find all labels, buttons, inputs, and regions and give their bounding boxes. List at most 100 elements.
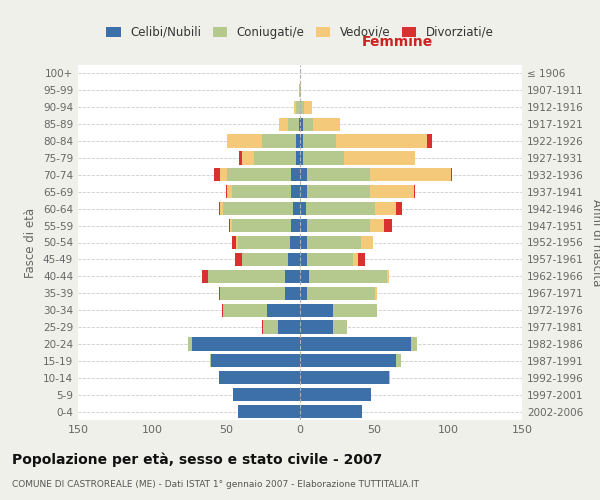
Bar [376, 286, 377, 300]
Bar [268, 304, 300, 316]
Bar [300, 388, 371, 401]
Bar [220, 286, 285, 300]
Bar [254, 152, 296, 164]
Bar [296, 152, 300, 164]
Bar [335, 134, 427, 147]
Bar [300, 236, 307, 249]
Bar [307, 219, 370, 232]
Bar [300, 219, 307, 232]
Bar [370, 185, 414, 198]
Bar [332, 320, 347, 334]
Bar [226, 185, 227, 198]
Bar [303, 152, 344, 164]
Bar [232, 185, 291, 198]
Bar [202, 270, 208, 283]
Bar [192, 338, 300, 350]
Bar [233, 388, 300, 401]
Bar [220, 202, 223, 215]
Bar [263, 320, 278, 334]
Bar [221, 304, 223, 316]
Bar [307, 253, 353, 266]
Bar [210, 354, 211, 368]
Bar [288, 118, 299, 131]
Bar [262, 134, 296, 147]
Bar [218, 202, 220, 215]
Bar [300, 320, 332, 334]
Bar [300, 134, 303, 147]
Bar [300, 286, 307, 300]
Bar [307, 185, 370, 198]
Bar [220, 168, 227, 181]
Bar [278, 320, 300, 334]
Bar [299, 118, 300, 131]
Bar [388, 270, 389, 283]
Bar [300, 84, 301, 97]
Bar [223, 304, 268, 316]
Bar [279, 118, 288, 131]
Bar [242, 253, 288, 266]
Bar [300, 253, 307, 266]
Bar [296, 100, 300, 114]
Bar [300, 304, 332, 316]
Bar [307, 236, 361, 249]
Bar [307, 286, 376, 300]
Bar [294, 100, 296, 114]
Bar [414, 185, 415, 198]
Bar [227, 134, 262, 147]
Bar [370, 219, 385, 232]
Bar [332, 304, 377, 316]
Bar [232, 236, 236, 249]
Bar [293, 202, 300, 215]
Bar [300, 270, 309, 283]
Bar [304, 100, 312, 114]
Bar [358, 253, 365, 266]
Bar [227, 168, 291, 181]
Bar [235, 253, 242, 266]
Bar [309, 270, 388, 283]
Bar [299, 84, 300, 97]
Bar [300, 118, 303, 131]
Bar [291, 185, 300, 198]
Bar [370, 168, 451, 181]
Bar [291, 219, 300, 232]
Bar [227, 185, 232, 198]
Y-axis label: Fasce di età: Fasce di età [25, 208, 37, 278]
Bar [300, 405, 362, 418]
Bar [300, 152, 303, 164]
Bar [389, 371, 390, 384]
Y-axis label: Anni di nascita: Anni di nascita [590, 199, 600, 286]
Legend: Celibi/Nubili, Coniugati/e, Vedovi/e, Divorziati/e: Celibi/Nubili, Coniugati/e, Vedovi/e, Di… [101, 21, 499, 44]
Bar [232, 219, 291, 232]
Bar [211, 354, 300, 368]
Bar [300, 338, 411, 350]
Text: Popolazione per età, sesso e stato civile - 2007: Popolazione per età, sesso e stato civil… [12, 452, 382, 467]
Bar [300, 202, 306, 215]
Bar [300, 371, 389, 384]
Bar [236, 236, 238, 249]
Bar [288, 253, 300, 266]
Bar [313, 118, 340, 131]
Bar [242, 152, 254, 164]
Bar [303, 134, 335, 147]
Bar [300, 185, 307, 198]
Bar [218, 286, 220, 300]
Bar [290, 236, 300, 249]
Bar [385, 219, 392, 232]
Bar [376, 202, 396, 215]
Text: Femmine: Femmine [362, 35, 433, 49]
Bar [307, 168, 370, 181]
Bar [344, 152, 415, 164]
Bar [427, 134, 432, 147]
Bar [361, 236, 373, 249]
Bar [396, 354, 401, 368]
Bar [262, 320, 263, 334]
Text: COMUNE DI CASTROREALE (ME) - Dati ISTAT 1° gennaio 2007 - Elaborazione TUTTITALI: COMUNE DI CASTROREALE (ME) - Dati ISTAT … [12, 480, 419, 489]
Bar [285, 286, 300, 300]
Bar [188, 338, 192, 350]
Bar [411, 338, 417, 350]
Bar [353, 253, 358, 266]
Bar [214, 168, 220, 181]
Bar [291, 168, 300, 181]
Bar [300, 168, 307, 181]
Bar [306, 202, 376, 215]
